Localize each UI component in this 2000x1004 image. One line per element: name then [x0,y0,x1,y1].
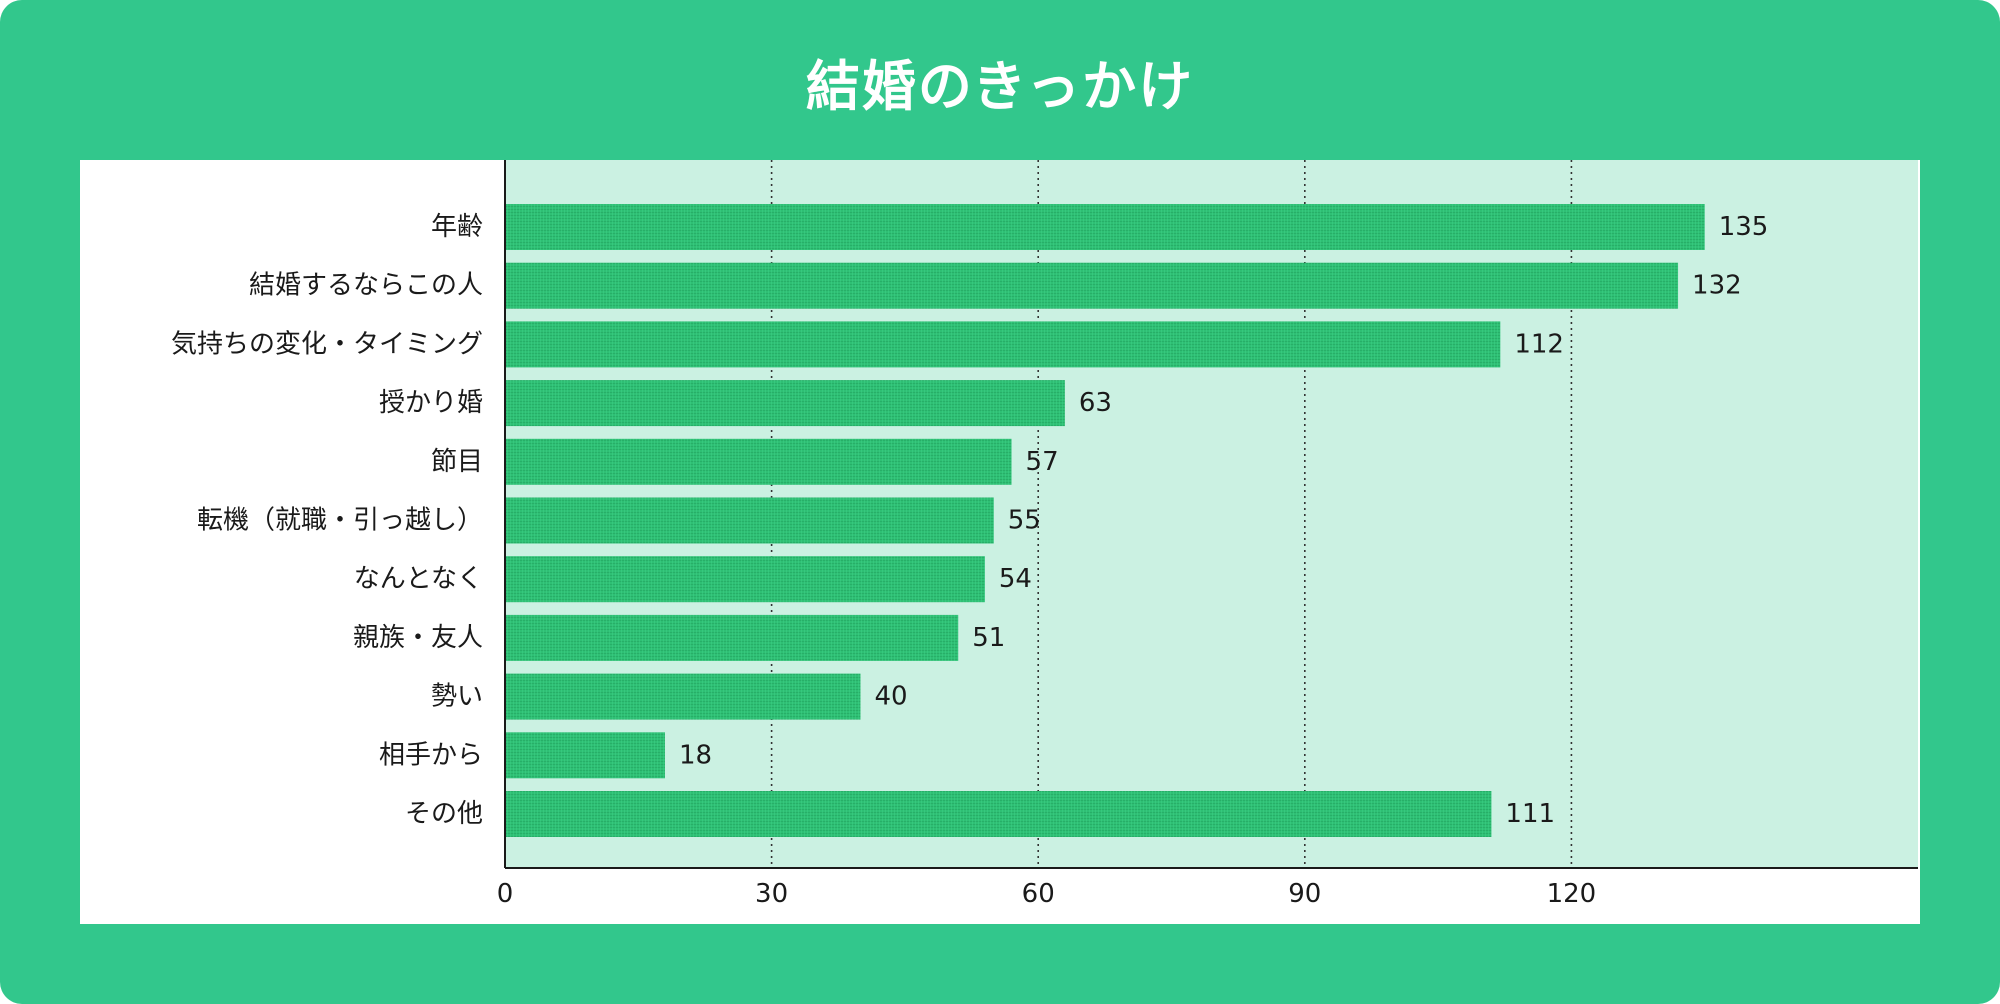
category-label: 気持ちの変化・タイミング [171,329,483,359]
value-label: 57 [1026,447,1059,477]
value-label: 63 [1079,388,1112,418]
value-label: 51 [972,623,1005,653]
bar-8 [505,673,861,720]
x-tick-label: 120 [1547,879,1597,909]
value-label: 111 [1505,799,1555,829]
x-tick-labels: 0 30 60 90 120 [497,879,1597,909]
chart-panel: 年齢結婚するならこの人気持ちの変化・タイミング授かり婚節目転機（就職・引っ越し）… [80,160,1920,924]
category-label: 相手から [379,740,483,770]
value-label: 132 [1692,271,1742,301]
value-label: 54 [999,564,1032,594]
bar-9 [505,732,665,779]
bar-3 [505,380,1065,427]
bars [505,204,1705,837]
bar-4 [505,438,1012,485]
category-label: 結婚するならこの人 [249,271,483,301]
x-tick-label: 60 [1022,879,1055,909]
value-label: 55 [1008,506,1041,536]
category-label: 勢い [431,682,483,712]
bar-5 [505,497,994,544]
category-labels: 年齢結婚するならこの人気持ちの変化・タイミング授かり婚節目転機（就職・引っ越し）… [171,212,483,829]
value-labels: 135 132 112 63 57 55 54 51 40 18 111 [679,212,1768,829]
x-tick-label: 90 [1288,879,1321,909]
category-label: 授かり婚 [379,388,483,418]
bar-6 [505,556,985,603]
bar-2 [505,321,1501,368]
bar-10 [505,791,1492,837]
bar-chart: 年齢結婚するならこの人気持ちの変化・タイミング授かり婚節目転機（就職・引っ越し）… [171,160,1918,909]
bar-7 [505,614,959,661]
category-label: その他 [405,799,483,829]
category-label: 親族・友人 [353,623,483,653]
category-label: 転機（就職・引っ越し） [197,506,483,536]
bar-0 [505,204,1705,250]
x-tick-label: 0 [497,879,514,909]
value-label: 18 [679,740,712,770]
value-label: 112 [1514,329,1564,359]
chart-title: 結婚のきっかけ [805,55,1195,118]
bar-1 [505,262,1679,309]
x-tick-label: 30 [755,879,788,909]
value-label: 135 [1719,212,1769,242]
value-label: 40 [874,682,907,712]
category-label: 年齢 [431,212,483,242]
category-label: 節目 [431,447,483,477]
category-label: なんとなく [354,564,483,594]
